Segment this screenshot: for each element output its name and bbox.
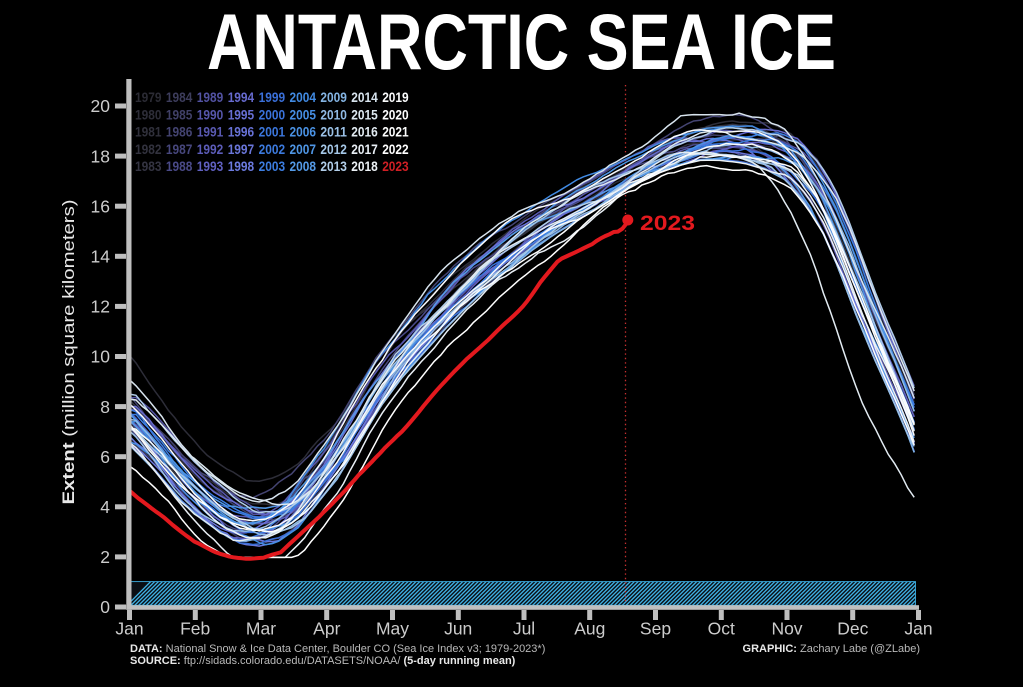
svg-text:Jul: Jul bbox=[513, 619, 535, 639]
svg-text:2006: 2006 bbox=[290, 125, 317, 140]
svg-text:1996: 1996 bbox=[228, 125, 255, 140]
svg-text:May: May bbox=[376, 619, 409, 639]
svg-text:Aug: Aug bbox=[574, 619, 605, 639]
svg-text:2023: 2023 bbox=[382, 159, 409, 174]
svg-text:2019: 2019 bbox=[382, 90, 409, 105]
svg-text:1987: 1987 bbox=[166, 142, 193, 157]
svg-text:2012: 2012 bbox=[320, 142, 347, 157]
svg-text:20: 20 bbox=[91, 96, 111, 116]
svg-text:0: 0 bbox=[100, 597, 110, 617]
svg-text:1979: 1979 bbox=[135, 90, 162, 105]
svg-text:1984: 1984 bbox=[166, 90, 193, 105]
svg-text:2: 2 bbox=[100, 547, 110, 567]
svg-text:2002: 2002 bbox=[259, 142, 286, 157]
svg-text:2009: 2009 bbox=[320, 90, 347, 105]
svg-text:6: 6 bbox=[100, 447, 110, 467]
svg-text:SOURCE: ftp://sidads.colorado.: SOURCE: ftp://sidads.colorado.edu/DATASE… bbox=[130, 655, 516, 667]
svg-text:1990: 1990 bbox=[197, 107, 224, 122]
svg-text:1986: 1986 bbox=[166, 125, 193, 140]
svg-text:Feb: Feb bbox=[180, 619, 210, 639]
svg-text:1985: 1985 bbox=[166, 107, 193, 122]
svg-text:Sep: Sep bbox=[640, 619, 671, 639]
svg-text:2003: 2003 bbox=[259, 159, 286, 174]
svg-text:Apr: Apr bbox=[313, 619, 340, 639]
svg-text:2022: 2022 bbox=[382, 142, 409, 157]
svg-text:2004: 2004 bbox=[290, 90, 317, 105]
svg-text:Extent (million square kilomet: Extent (million square kilometers) bbox=[60, 200, 78, 505]
svg-text:2018: 2018 bbox=[351, 159, 378, 174]
svg-text:1993: 1993 bbox=[197, 159, 224, 174]
svg-text:2021: 2021 bbox=[382, 125, 409, 140]
svg-text:18: 18 bbox=[91, 146, 110, 166]
svg-text:2011: 2011 bbox=[320, 125, 347, 140]
svg-text:1992: 1992 bbox=[197, 142, 224, 157]
svg-text:2001: 2001 bbox=[259, 125, 286, 140]
svg-text:16: 16 bbox=[91, 196, 110, 216]
svg-text:1982: 1982 bbox=[135, 142, 162, 157]
svg-text:1983: 1983 bbox=[135, 159, 162, 174]
svg-text:2000: 2000 bbox=[259, 107, 286, 122]
svg-text:2023: 2023 bbox=[640, 211, 695, 235]
svg-text:2015: 2015 bbox=[351, 107, 378, 122]
svg-text:1995: 1995 bbox=[228, 107, 255, 122]
svg-text:1998: 1998 bbox=[228, 159, 255, 174]
svg-text:14: 14 bbox=[91, 247, 111, 267]
svg-text:Dec: Dec bbox=[837, 619, 868, 639]
svg-text:2017: 2017 bbox=[351, 142, 378, 157]
svg-text:Jun: Jun bbox=[444, 619, 472, 639]
svg-text:1988: 1988 bbox=[166, 159, 193, 174]
svg-text:GRAPHIC: Zachary Labe (@ZLabe): GRAPHIC: Zachary Labe (@ZLabe) bbox=[743, 643, 920, 655]
svg-text:2013: 2013 bbox=[320, 159, 347, 174]
svg-text:2014: 2014 bbox=[351, 90, 378, 105]
svg-text:DATA: National Snow & Ice Data: DATA: National Snow & Ice Data Center, B… bbox=[130, 643, 545, 655]
svg-text:1980: 1980 bbox=[135, 107, 162, 122]
svg-text:2007: 2007 bbox=[290, 142, 317, 157]
svg-text:1991: 1991 bbox=[197, 125, 224, 140]
svg-text:2008: 2008 bbox=[290, 159, 317, 174]
svg-text:1997: 1997 bbox=[228, 142, 255, 157]
svg-text:Nov: Nov bbox=[771, 619, 802, 639]
svg-text:Jan: Jan bbox=[904, 619, 932, 639]
svg-text:4: 4 bbox=[100, 497, 110, 517]
svg-text:2016: 2016 bbox=[351, 125, 378, 140]
svg-text:1981: 1981 bbox=[135, 125, 162, 140]
svg-text:1999: 1999 bbox=[259, 90, 286, 105]
svg-text:Mar: Mar bbox=[246, 619, 276, 639]
svg-text:2020: 2020 bbox=[382, 107, 409, 122]
svg-text:ANTARCTIC SEA ICE: ANTARCTIC SEA ICE bbox=[207, 0, 836, 86]
svg-text:2005: 2005 bbox=[290, 107, 317, 122]
svg-text:Jan: Jan bbox=[115, 619, 143, 639]
svg-text:2010: 2010 bbox=[320, 107, 347, 122]
svg-text:10: 10 bbox=[91, 347, 111, 367]
svg-text:1989: 1989 bbox=[197, 90, 224, 105]
svg-text:8: 8 bbox=[100, 397, 110, 417]
svg-text:12: 12 bbox=[91, 297, 110, 317]
svg-text:1994: 1994 bbox=[228, 90, 255, 105]
svg-text:Oct: Oct bbox=[708, 619, 735, 639]
